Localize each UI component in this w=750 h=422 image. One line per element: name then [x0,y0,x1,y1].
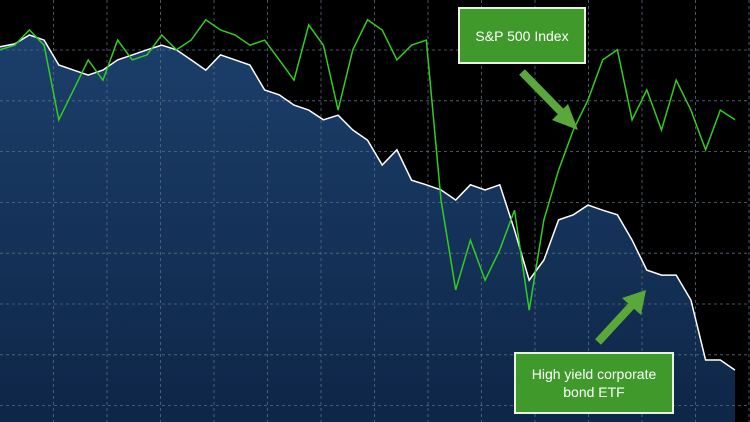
callout: S&P 500 Index [458,7,586,64]
arrow-head [622,290,646,315]
series-line [0,34,736,371]
callout: High yield corporate bond ETF [514,352,674,414]
arrows [519,69,646,345]
arrow-shaft [519,69,569,120]
series-line [0,18,736,311]
area [0,35,735,422]
arrow-head [552,104,578,130]
arrow-shaft [595,300,637,345]
series-layer [0,18,736,371]
